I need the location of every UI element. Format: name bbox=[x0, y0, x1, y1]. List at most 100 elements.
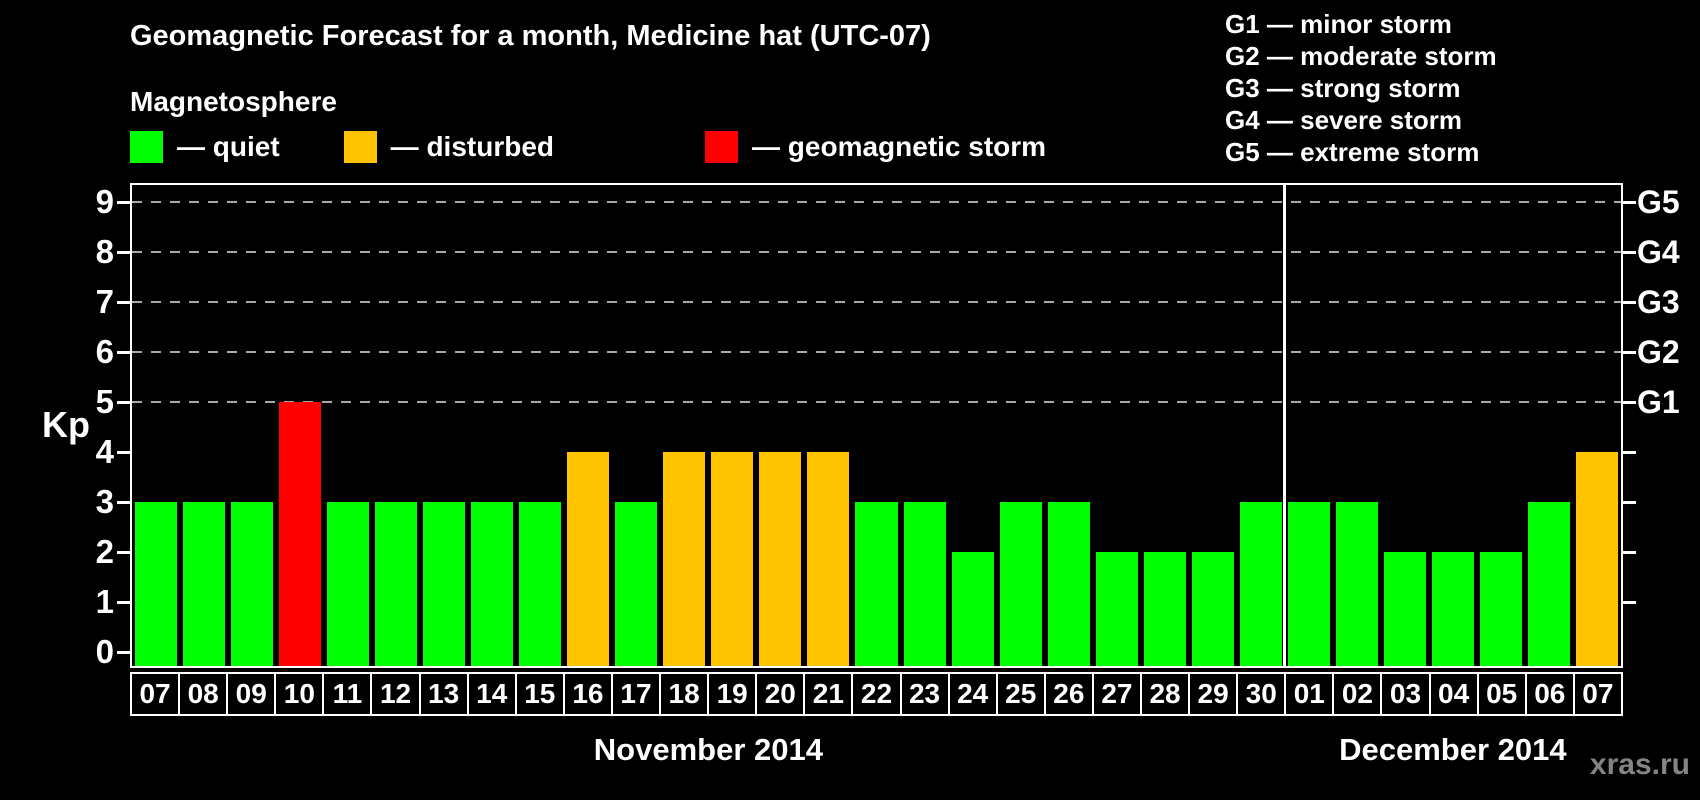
day-label-20: 20 bbox=[755, 672, 806, 716]
legend-swatch-quiet bbox=[130, 131, 163, 163]
kp-bar-day-05 bbox=[1479, 552, 1522, 666]
chart-title: Geomagnetic Forecast for a month, Medici… bbox=[130, 20, 931, 52]
g-legend-line-1: G1 — minor storm bbox=[1225, 9, 1452, 39]
g-scale-legend: G1 — minor storm G2 — moderate storm G3 — … bbox=[1225, 8, 1497, 168]
kp-bar-day-29 bbox=[1191, 552, 1234, 666]
legend-swatch-disturbed bbox=[343, 131, 377, 163]
day-label-07: 07 bbox=[130, 672, 181, 716]
plot-area bbox=[117, 183, 1636, 668]
gridline-kp8 bbox=[132, 251, 1621, 253]
g-legend-line-4: G4 — severe storm bbox=[1225, 105, 1463, 135]
kp-bar-day-02 bbox=[1335, 502, 1378, 666]
right-tick-9 bbox=[1623, 201, 1636, 204]
kp-bar-day-01 bbox=[1287, 502, 1330, 666]
magnetosphere-label: Magnetosphere bbox=[130, 86, 337, 117]
left-tick-4 bbox=[117, 451, 130, 454]
left-tick-1 bbox=[117, 601, 130, 604]
day-label-17: 17 bbox=[610, 672, 662, 716]
day-label-05: 05 bbox=[1476, 672, 1527, 716]
left-tick-0 bbox=[117, 651, 130, 654]
kp-bar-day-13 bbox=[423, 502, 466, 666]
right-tick-8 bbox=[1623, 251, 1636, 254]
left-tick-9 bbox=[117, 201, 130, 204]
kp-bar-day-03 bbox=[1383, 552, 1426, 666]
kp-bar-day-07 bbox=[135, 502, 178, 666]
watermark: xras.ru bbox=[1589, 748, 1690, 781]
left-tick-3 bbox=[117, 501, 130, 504]
left-tick-7 bbox=[117, 301, 130, 304]
right-tick-5 bbox=[1623, 401, 1636, 404]
right-tick-2 bbox=[1623, 551, 1636, 554]
kp-bar-day-04 bbox=[1431, 552, 1474, 666]
right-axis-label-g3: G3 bbox=[1637, 284, 1680, 320]
day-label-30: 30 bbox=[1236, 672, 1287, 716]
kp-bar-day-07 bbox=[1575, 452, 1618, 666]
right-tick-6 bbox=[1623, 351, 1636, 354]
right-tick-4 bbox=[1623, 451, 1636, 454]
gridline-kp5 bbox=[132, 401, 1621, 403]
month-separator-0 bbox=[1283, 185, 1287, 666]
day-label-22: 22 bbox=[851, 672, 902, 716]
right-axis-label-g5: G5 bbox=[1637, 184, 1680, 220]
y-axis-label-4: 4 bbox=[95, 433, 114, 470]
right-tick-7 bbox=[1623, 301, 1636, 304]
day-label-06: 06 bbox=[1524, 672, 1575, 716]
kp-bar-day-11 bbox=[327, 502, 370, 666]
g-legend-line-2: G2 — moderate storm bbox=[1225, 41, 1497, 71]
right-axis-label-g2: G2 bbox=[1637, 334, 1680, 370]
kp-bar-day-06 bbox=[1527, 502, 1570, 666]
y-axis-label-1: 1 bbox=[95, 583, 114, 620]
kp-bar-day-23 bbox=[903, 502, 946, 666]
kp-bar-day-10 bbox=[279, 402, 322, 666]
day-label-25: 25 bbox=[995, 672, 1046, 716]
kp-bar-day-21 bbox=[807, 452, 850, 666]
kp-bar-day-18 bbox=[663, 452, 706, 666]
x-axis-day-labels: 07 08 09 10 11 12 13 14 15 16 17 18 19 20 21 22 23 24 25 26… bbox=[130, 672, 1623, 716]
y-axis-label-2: 2 bbox=[95, 533, 114, 570]
kp-bar-day-14 bbox=[471, 502, 514, 666]
legend-swatch-storm bbox=[705, 131, 739, 163]
left-tick-8 bbox=[117, 251, 130, 254]
right-tick-1 bbox=[1623, 601, 1636, 604]
y-axis-label-3: 3 bbox=[95, 483, 114, 520]
left-tick-2 bbox=[117, 551, 130, 554]
y-axis-label-6: 6 bbox=[95, 333, 114, 370]
kp-bar-day-17 bbox=[615, 502, 658, 666]
legend-label-quiet: — quiet bbox=[177, 131, 280, 162]
day-label-08: 08 bbox=[178, 672, 229, 716]
kp-bar-day-15 bbox=[519, 502, 562, 666]
kp-bar-day-24 bbox=[951, 552, 994, 666]
left-tick-6 bbox=[117, 351, 130, 354]
day-label-01: 01 bbox=[1284, 672, 1335, 716]
right-axis-label-g1: G1 bbox=[1637, 384, 1680, 420]
day-label-12: 12 bbox=[370, 672, 421, 716]
kp-bar-day-28 bbox=[1143, 552, 1186, 666]
y-axis-title: Kp bbox=[42, 404, 90, 445]
kp-bar-day-25 bbox=[999, 502, 1042, 666]
y-axis-label-0: 0 bbox=[95, 633, 114, 670]
gridline-kp6 bbox=[132, 351, 1621, 353]
kp-bar-day-16 bbox=[567, 452, 610, 666]
day-label-14: 14 bbox=[466, 672, 517, 716]
day-label-04: 04 bbox=[1428, 672, 1479, 716]
legend-item-quiet: — quiet bbox=[130, 131, 280, 163]
kp-bar-day-27 bbox=[1095, 552, 1138, 666]
kp-bar-day-19 bbox=[711, 452, 754, 666]
day-label-07: 07 bbox=[1572, 672, 1623, 716]
day-label-26: 26 bbox=[1043, 672, 1094, 716]
day-label-18: 18 bbox=[659, 672, 710, 716]
day-label-27: 27 bbox=[1091, 672, 1142, 716]
legend-label-storm: — geomagnetic storm bbox=[752, 131, 1047, 162]
kp-bar-day-26 bbox=[1047, 502, 1090, 666]
y-axis-label-8: 8 bbox=[95, 233, 114, 270]
y-axis-label-7: 7 bbox=[95, 283, 114, 320]
day-label-13: 13 bbox=[418, 672, 469, 716]
kp-bar-day-08 bbox=[183, 502, 226, 666]
day-label-28: 28 bbox=[1139, 672, 1191, 716]
kp-bar-day-30 bbox=[1239, 502, 1282, 666]
day-label-09: 09 bbox=[226, 672, 277, 716]
day-label-29: 29 bbox=[1188, 672, 1239, 716]
left-tick-5 bbox=[117, 401, 130, 404]
day-label-10: 10 bbox=[274, 672, 325, 716]
day-label-11: 11 bbox=[322, 672, 373, 716]
